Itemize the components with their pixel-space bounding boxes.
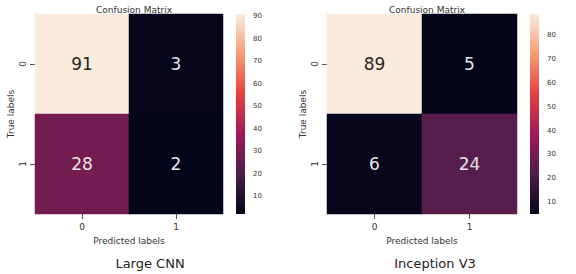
svg-text:20: 20 <box>253 170 262 178</box>
svg-text:91: 91 <box>71 54 93 74</box>
svg-text:10: 10 <box>253 192 262 200</box>
svg-text:28: 28 <box>71 154 93 174</box>
svg-text:70: 70 <box>253 57 262 65</box>
svg-text:60: 60 <box>547 79 556 87</box>
svg-text:1: 1 <box>310 161 320 167</box>
svg-text:40: 40 <box>547 127 556 135</box>
svg-text:70: 70 <box>547 55 556 63</box>
svg-text:1: 1 <box>18 161 28 167</box>
svg-text:Confusion Matrix: Confusion Matrix <box>96 5 173 15</box>
svg-text:10: 10 <box>547 198 556 206</box>
svg-text:6: 6 <box>369 154 380 174</box>
svg-text:True labels: True labels <box>6 89 16 139</box>
svg-text:90: 90 <box>253 12 262 20</box>
svg-text:20: 20 <box>547 174 556 182</box>
svg-text:0: 0 <box>310 61 320 67</box>
svg-text:0: 0 <box>79 222 85 232</box>
svg-text:30: 30 <box>253 147 262 155</box>
svg-text:Inception V3: Inception V3 <box>394 256 476 271</box>
svg-text:Predicted labels: Predicted labels <box>93 236 165 246</box>
svg-text:30: 30 <box>547 150 556 158</box>
svg-text:60: 60 <box>253 80 262 88</box>
svg-text:5: 5 <box>464 54 475 74</box>
svg-text:Predicted labels: Predicted labels <box>386 236 458 246</box>
svg-text:2: 2 <box>171 154 182 174</box>
svg-text:24: 24 <box>459 154 481 174</box>
svg-text:3: 3 <box>171 54 182 74</box>
svg-text:50: 50 <box>253 102 262 110</box>
svg-text:Confusion Matrix: Confusion Matrix <box>389 5 466 15</box>
svg-text:0: 0 <box>18 61 28 67</box>
svg-text:40: 40 <box>253 125 262 133</box>
svg-text:89: 89 <box>364 54 386 74</box>
svg-text:True labels: True labels <box>298 89 308 139</box>
svg-text:1: 1 <box>173 222 179 232</box>
svg-text:0: 0 <box>372 222 378 232</box>
svg-text:Large CNN: Large CNN <box>115 256 184 271</box>
svg-text:80: 80 <box>547 31 556 39</box>
svg-text:50: 50 <box>547 103 556 111</box>
svg-text:80: 80 <box>253 35 262 43</box>
svg-text:1: 1 <box>467 222 473 232</box>
